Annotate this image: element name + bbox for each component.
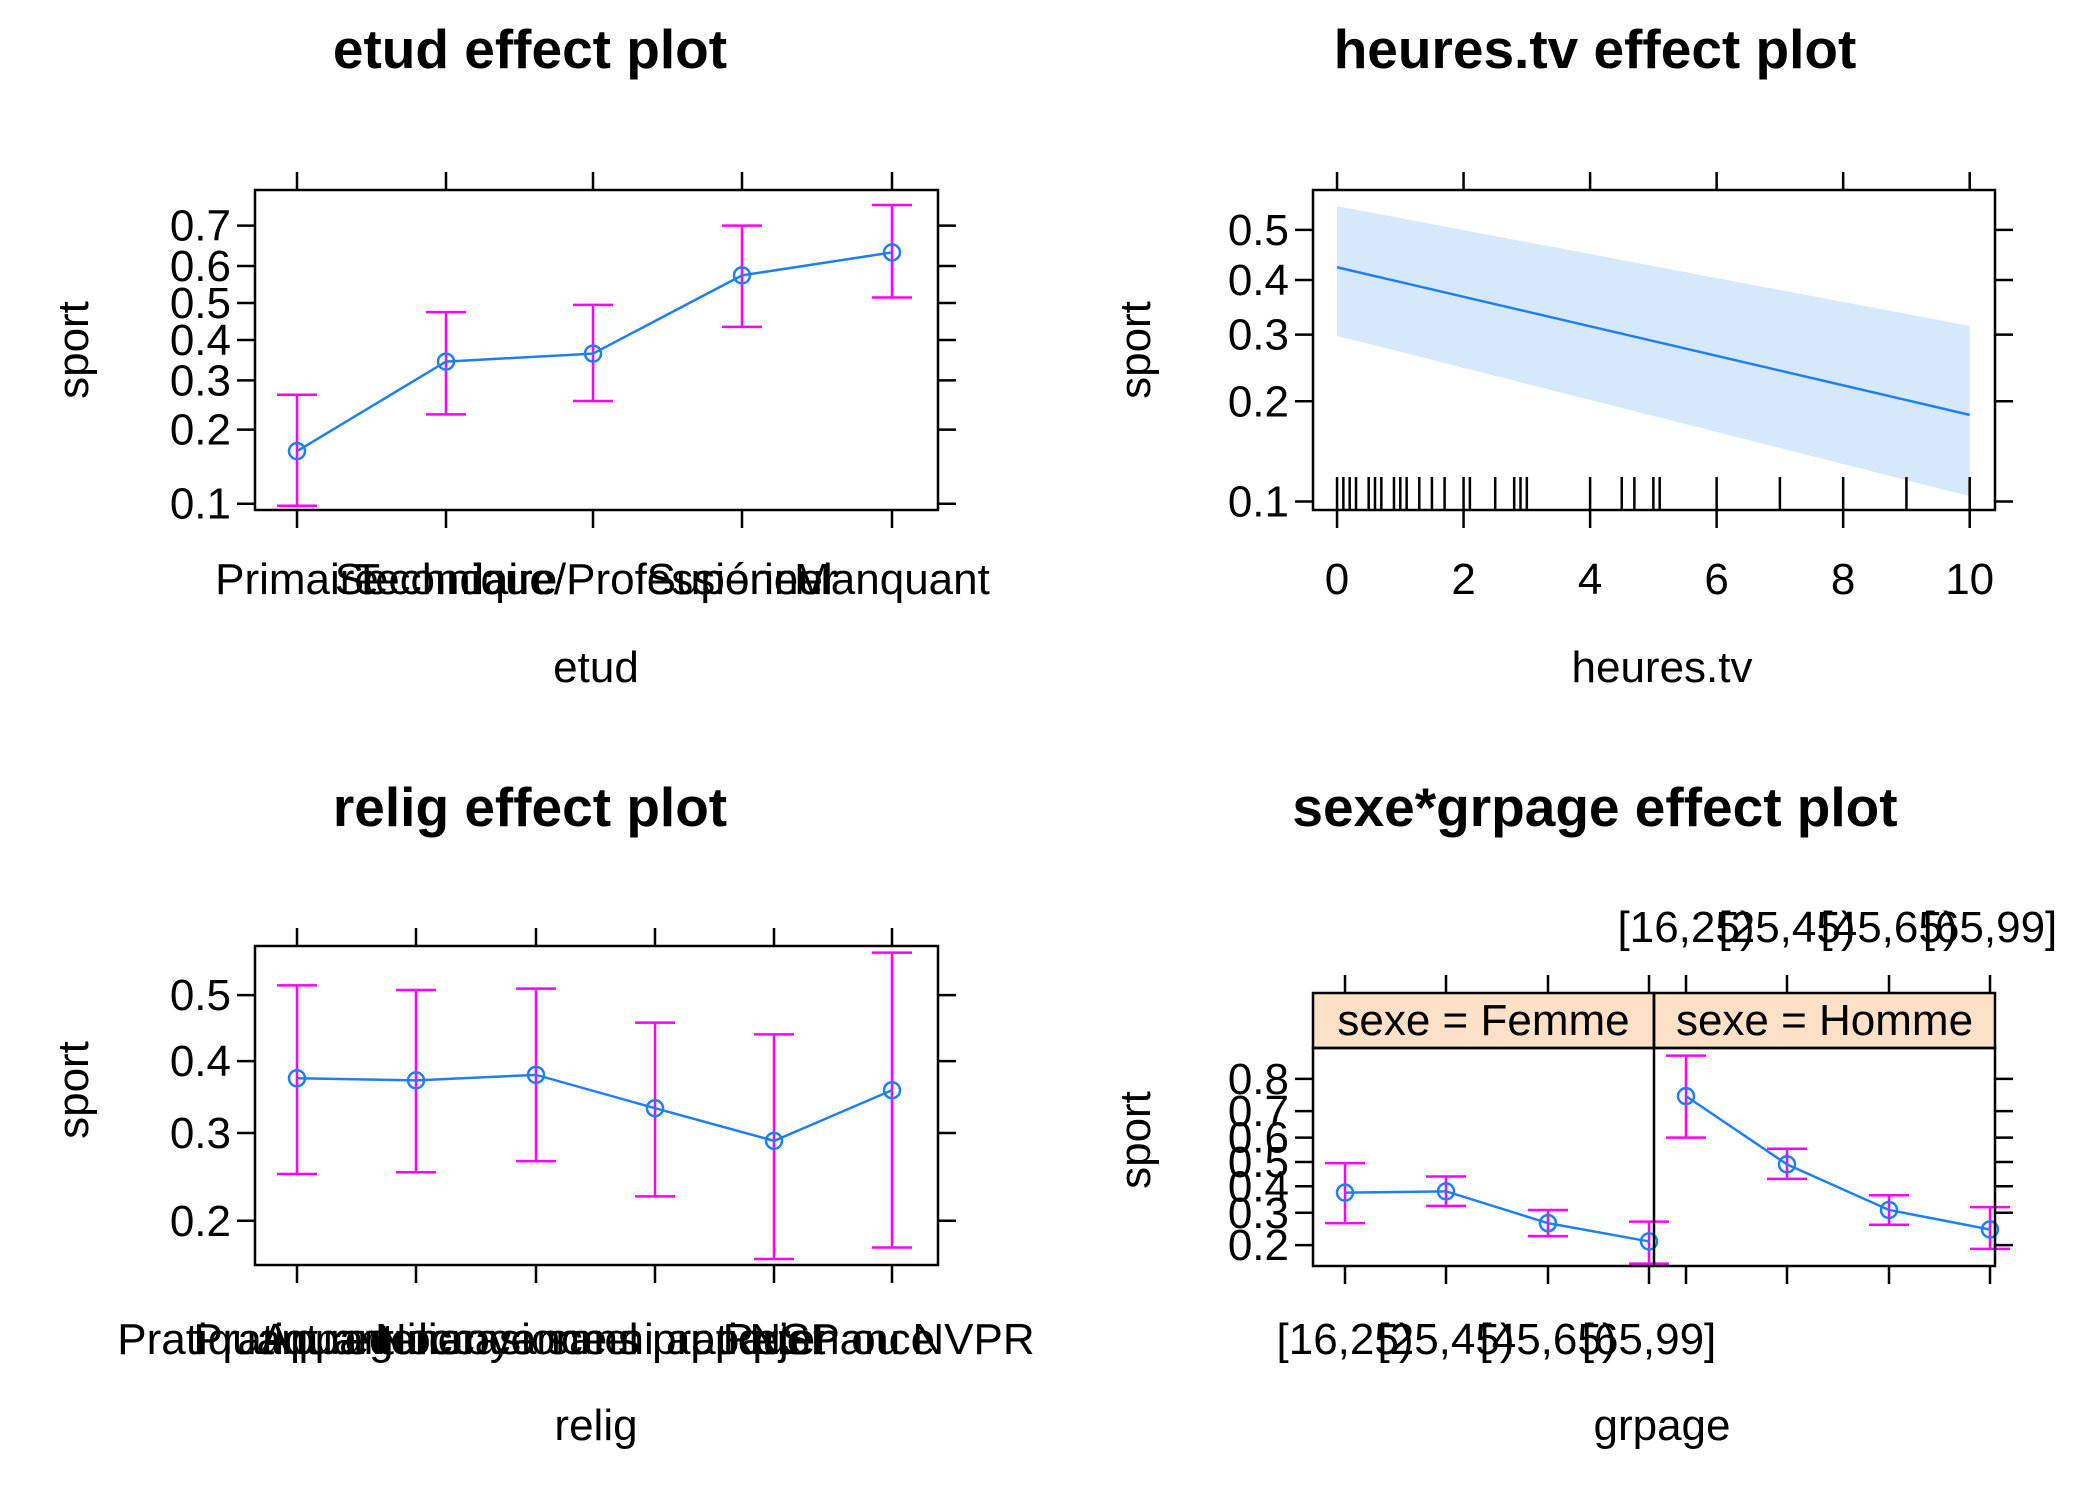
sexegrp-point [1538, 1213, 1558, 1233]
sexegrp-x-tick-label: [65,99] [1582, 1315, 1717, 1364]
etud-y-tick-label: 0.7 [170, 202, 231, 251]
etud-y-tick-label: 0.2 [170, 406, 231, 455]
sexegrp-series-line [1344, 1190, 1650, 1243]
relig-point [645, 1098, 665, 1118]
etud-x-tick-label: Secondaire [335, 555, 558, 604]
sexegrp-y-tick-label: 0.8 [1228, 1055, 1289, 1104]
relig-y-tick-label: 0.5 [170, 971, 231, 1020]
etud-y-tick-label: 0.4 [170, 316, 231, 365]
sexegrp-x-tick-label: [45,65) [1480, 1315, 1617, 1364]
relig-x-tick-label: Pratiquant occasionnel [193, 1315, 638, 1364]
relig-point [406, 1071, 426, 1090]
relig-point [882, 1080, 902, 1100]
sexegrp-y-tick-label: 0.4 [1228, 1162, 1289, 1211]
sexegrp-y-axis-label: sport [1111, 1091, 1160, 1189]
sexegrp-point [1676, 1086, 1696, 1106]
heures-x-tick-label: 0 [1325, 555, 1349, 604]
sexegrp-strip [1311, 991, 1656, 1050]
etud-x-tick-label: Supérieur [647, 555, 838, 604]
sexegrp-point [1980, 1220, 2000, 1239]
sexegrp-strip-label: sexe = Femme [1337, 996, 1629, 1045]
etud-x-tick-label: Manquant [794, 555, 990, 604]
sexegrp-point [1777, 1155, 1797, 1174]
etud-y-tick-label: 0.3 [170, 356, 231, 405]
heures-y-tick-label: 0.2 [1228, 377, 1289, 426]
etud-point [882, 243, 902, 262]
heures-x-tick-label: 8 [1831, 555, 1855, 604]
etud-point [287, 441, 307, 461]
sexegrp-point [1639, 1232, 1659, 1251]
etud-series-line [296, 251, 893, 453]
sexegrp-y-tick-label: 0.7 [1228, 1087, 1289, 1136]
sexegrp-y-tick-label: 0.2 [1228, 1221, 1289, 1270]
sexegrp-x-axis-label: grpage [1593, 1401, 1730, 1450]
etud-plot-area: 0.1 0.20.30.40.50.60.7 PrimaireSecondaireT… [170, 172, 990, 604]
etud-point [732, 266, 752, 285]
sexegrp-x-tick-label-top: [25,45) [1719, 903, 1856, 952]
etud-x-tick-label: Primaire [215, 555, 379, 604]
relig-point [526, 1065, 546, 1085]
heures-plot-frame [1311, 188, 1997, 512]
heures-y-axis-label: sport [1111, 301, 1160, 399]
heures-x-axis-label: heures.tv [1572, 643, 1753, 692]
relig-y-axis-label: sport [49, 1041, 98, 1139]
sexegrp-x-tick-label-top: [65,99] [1923, 903, 2058, 952]
relig-x-tick-label: Ni croyance ni appartenance [375, 1315, 935, 1364]
relig-plot-frame [253, 944, 940, 1267]
sexegrp-y-tick-label: 0.5 [1228, 1138, 1289, 1187]
relig-x-tick-label: Appartenance sans pratique [261, 1315, 811, 1364]
sexegrp-series-line [1685, 1095, 1991, 1231]
etud-y-tick-label: 0.6 [170, 242, 231, 291]
etud-point [436, 352, 456, 371]
etud-point [583, 344, 603, 363]
etud-x-axis-label: etud [553, 643, 639, 692]
relig-y-tick-label: 0.2 [170, 1197, 231, 1246]
relig-x-tick-label: Rejet [723, 1315, 826, 1364]
relig-x-tick-label: Pratiquant regulier [117, 1315, 477, 1364]
etud-x-tick-label: Technique/Professionnel [353, 555, 832, 604]
relig-y-tick-label: 0.4 [170, 1037, 231, 1086]
heures-plot-area: 0.1 0.2 0.3 0.40.5 0 2 4 6 8 10 [1228, 172, 2013, 604]
heures-plot-title: heures.tv effect plot [1334, 18, 1857, 80]
heures-x-tick-label: 4 [1578, 555, 1602, 604]
relig-plot-title: relig effect plot [333, 776, 727, 838]
heures-y-tick-label: 0.5 [1228, 206, 1289, 255]
heures-y-tick-label: 0.3 [1228, 311, 1289, 360]
relig-plot-area: 0.2 0.3 0.4 0.5 Pratiquant regulierPratiquan… [117, 928, 1035, 1364]
etud-plot-frame [253, 188, 940, 512]
heures-x-tick-label: 10 [1945, 555, 1994, 604]
relig-point [764, 1131, 784, 1151]
etud-plot-title: etud effect plot [333, 18, 727, 80]
relig-series-line [296, 1073, 893, 1143]
sexegrp-x-tick-label-top: [16,25) [1618, 903, 1755, 952]
sexegrp-point [1879, 1200, 1899, 1220]
sexegrp-point [1335, 1183, 1355, 1202]
sexegrp-plot-area: 0.20.30.40.50.60.70.8 sexe = Femme sexe = … [1228, 903, 2057, 1364]
heures-y-tick-label: 0.4 [1228, 256, 1289, 305]
relig-x-axis-label: relig [554, 1401, 637, 1450]
sexegrp-plot-frame [1311, 1046, 1997, 1268]
sexegrp-y-tick-label: 0.3 [1228, 1189, 1289, 1238]
heures-x-tick-label: 2 [1451, 555, 1475, 604]
sexegrp-plot-title: sexe*grpage effect plot [1292, 776, 1897, 838]
etud-y-axis-label: sport [49, 301, 98, 399]
sexegrp-x-tick-label-top: [45,65) [1821, 903, 1958, 952]
heures-confidence-band [1337, 206, 1970, 497]
relig-x-tick-label: NSP ou NVPR [749, 1315, 1034, 1364]
heures-x-tick-label: 6 [1704, 555, 1728, 604]
sexegrp-x-tick-label: [16,25) [1277, 1315, 1414, 1364]
relig-point [287, 1069, 307, 1088]
heures-fit-line [1336, 266, 1970, 417]
heures-y-tick-label: 0.1 [1228, 478, 1289, 527]
sexegrp-strip-label: sexe = Homme [1676, 996, 1973, 1045]
sexegrp-point [1436, 1182, 1456, 1201]
sexegrp-y-tick-label: 0.6 [1228, 1114, 1289, 1163]
sexegrp-x-tick-label: [25,45) [1378, 1315, 1515, 1364]
etud-y-tick-label: 0.5 [170, 279, 231, 328]
etud-y-tick-label: 0.1 [170, 480, 231, 529]
relig-y-tick-label: 0.3 [170, 1109, 231, 1158]
